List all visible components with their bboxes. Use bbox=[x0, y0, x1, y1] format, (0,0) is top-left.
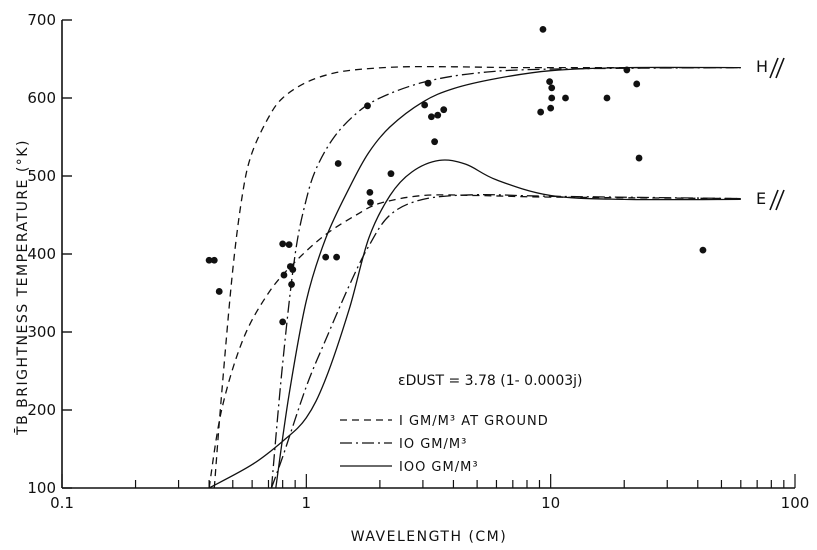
data-point bbox=[210, 256, 218, 264]
data-point bbox=[548, 94, 556, 102]
legend-label-dashdot: IO GM/M³ bbox=[399, 437, 467, 452]
data-point bbox=[546, 78, 554, 86]
data-point bbox=[334, 160, 342, 167]
data-point bbox=[635, 154, 643, 162]
curve-e-dashdot bbox=[270, 193, 741, 489]
y-tick-label: 300 bbox=[27, 323, 56, 341]
data-point bbox=[421, 101, 429, 109]
curves bbox=[208, 65, 741, 489]
data-point bbox=[366, 188, 374, 196]
curve-e-dashed bbox=[208, 194, 741, 489]
data-point bbox=[440, 106, 448, 114]
x-tick-label: 100 bbox=[781, 494, 810, 512]
data-point bbox=[603, 94, 611, 102]
x-tick-label: 1 bbox=[302, 494, 312, 512]
curve-h-dashed bbox=[213, 65, 741, 489]
data-point bbox=[623, 66, 631, 74]
y-tick-label: 600 bbox=[27, 89, 56, 107]
axes: 100 200 300 400 500 600 700 0.1 1 10 100 bbox=[27, 11, 809, 512]
data-point bbox=[699, 246, 707, 254]
data-point bbox=[537, 108, 545, 116]
data-point bbox=[387, 170, 395, 178]
legend: I GM/M³ AT GROUND IO GM/M³ IOO GM/M³ bbox=[340, 414, 549, 475]
x-tick-label: 0.1 bbox=[50, 494, 74, 512]
curve-label-e-mark bbox=[769, 189, 785, 211]
curve-label-e: E bbox=[756, 189, 766, 208]
y-tick-label: 100 bbox=[27, 479, 56, 497]
data-point bbox=[548, 84, 556, 92]
data-point bbox=[285, 241, 293, 249]
data-point bbox=[547, 104, 555, 112]
data-point bbox=[424, 79, 432, 87]
x-tick-label: 10 bbox=[541, 494, 560, 512]
curve-label-h: H bbox=[756, 57, 768, 76]
y-tick-label: 700 bbox=[27, 11, 56, 29]
data-point bbox=[279, 240, 287, 248]
data-point bbox=[633, 80, 641, 88]
y-tick-label: 200 bbox=[27, 401, 56, 419]
data-point bbox=[322, 253, 330, 261]
data-point bbox=[333, 253, 340, 261]
y-tick-label: 500 bbox=[27, 167, 56, 185]
legend-label-dashed: I GM/M³ AT GROUND bbox=[399, 414, 549, 429]
data-point bbox=[205, 256, 213, 264]
data-point bbox=[367, 199, 374, 206]
data-point bbox=[215, 288, 223, 295]
curve-h-dashdot bbox=[270, 66, 741, 489]
data-point bbox=[434, 111, 442, 119]
y-tick-label: 400 bbox=[27, 245, 56, 263]
data-point bbox=[289, 266, 297, 273]
data-points bbox=[205, 25, 707, 326]
curve-h-solid bbox=[275, 66, 741, 489]
x-axis-label: WAVELENGTH (CM) bbox=[351, 529, 507, 545]
curve-e-solid bbox=[208, 159, 741, 489]
data-point bbox=[280, 271, 288, 279]
curve-label-h-mark bbox=[769, 57, 785, 79]
dust-permittivity-annotation: εDUST = 3.78 (1- 0.0003j) bbox=[398, 373, 583, 389]
data-point bbox=[562, 94, 569, 102]
y-axis-label: T̄B BRIGHTNESS TEMPERATURE (°K) bbox=[13, 139, 31, 436]
data-point bbox=[279, 318, 287, 326]
data-point bbox=[288, 281, 295, 288]
legend-label-solid: IOO GM/M³ bbox=[399, 460, 479, 475]
data-point bbox=[428, 113, 435, 121]
data-point bbox=[364, 102, 371, 110]
data-point bbox=[431, 138, 439, 146]
data-point bbox=[539, 25, 547, 33]
